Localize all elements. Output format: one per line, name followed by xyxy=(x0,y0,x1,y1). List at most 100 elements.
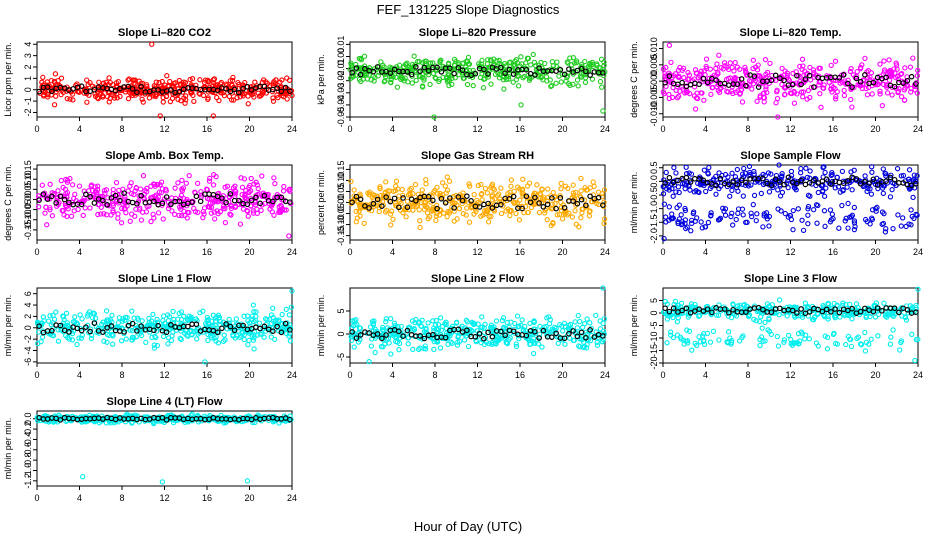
mean-point xyxy=(700,75,707,82)
x-tick-label: 16 xyxy=(202,124,212,134)
data-point xyxy=(695,74,702,81)
x-tick-label: 4 xyxy=(703,370,708,380)
mean-point xyxy=(862,72,868,78)
data-point xyxy=(536,209,543,216)
data-point xyxy=(833,93,839,100)
data-point xyxy=(396,71,402,77)
data-point xyxy=(539,65,545,71)
mean-point xyxy=(455,64,462,71)
data-point xyxy=(601,220,607,227)
mean-point xyxy=(287,199,293,205)
data-point xyxy=(752,64,759,70)
data-point xyxy=(912,87,918,93)
data-point xyxy=(245,213,251,219)
data-point xyxy=(886,77,893,83)
outlier-point xyxy=(775,114,781,120)
data-point xyxy=(554,59,560,65)
x-tick-label: 12 xyxy=(159,493,169,503)
data-point xyxy=(204,186,210,192)
data-point xyxy=(558,79,564,85)
mean-point xyxy=(374,64,381,70)
data-point xyxy=(180,81,187,88)
outlier-point xyxy=(912,357,918,364)
data-point xyxy=(383,179,389,185)
data-point xyxy=(673,87,679,93)
data-point xyxy=(416,207,422,213)
data-point xyxy=(444,174,450,180)
mean-point xyxy=(44,84,51,90)
y-tick-label: -0.04 xyxy=(336,95,346,116)
mean-point xyxy=(751,73,758,80)
y-tick-label: 3 xyxy=(23,53,33,58)
data-point xyxy=(737,91,743,97)
data-point xyxy=(49,213,56,219)
data-point xyxy=(39,182,45,188)
data-point xyxy=(382,73,389,80)
data-point xyxy=(404,198,411,204)
data-point xyxy=(867,77,873,83)
data-point xyxy=(774,333,781,340)
data-point xyxy=(348,178,354,184)
outlier-point xyxy=(149,41,155,47)
data-point xyxy=(58,177,65,184)
data-point xyxy=(815,189,821,196)
data-point xyxy=(408,185,414,192)
data-point xyxy=(785,184,791,191)
x-tick-label: 0 xyxy=(34,124,39,134)
data-point xyxy=(915,67,921,74)
data-point xyxy=(402,75,408,81)
data-point xyxy=(208,210,214,216)
data-point xyxy=(762,319,768,326)
data-point xyxy=(898,223,904,229)
mean-point xyxy=(536,65,542,71)
mean-point xyxy=(587,72,593,78)
data-point xyxy=(890,327,896,333)
data-point xyxy=(910,194,916,201)
data-point xyxy=(513,76,519,83)
data-point xyxy=(95,183,101,189)
data-point xyxy=(807,94,813,101)
data-point xyxy=(701,97,707,103)
mean-point xyxy=(502,70,508,77)
data-point xyxy=(674,332,681,338)
mean-point xyxy=(278,88,285,95)
data-point xyxy=(71,208,77,214)
data-point xyxy=(195,209,201,216)
data-point xyxy=(706,164,712,171)
data-point xyxy=(117,93,123,100)
data-point xyxy=(176,212,182,219)
mean-point xyxy=(755,84,762,90)
data-point xyxy=(762,56,769,63)
data-point xyxy=(258,207,264,213)
mean-point xyxy=(798,306,804,312)
data-point xyxy=(669,94,676,101)
data-point xyxy=(61,212,67,218)
data-point xyxy=(714,61,720,67)
data-point xyxy=(449,75,455,82)
mean-point xyxy=(472,70,479,77)
y-tick-label: -15 xyxy=(649,344,659,357)
data-point xyxy=(423,176,429,183)
mean-point xyxy=(138,83,144,90)
mean-point xyxy=(353,65,360,71)
data-point xyxy=(451,208,457,214)
data-point xyxy=(239,191,245,198)
data-point xyxy=(584,316,590,322)
data-point xyxy=(512,62,518,68)
data-point xyxy=(779,189,786,196)
data-point xyxy=(573,221,579,227)
mean-point xyxy=(768,77,775,84)
y-tick-label: 0.000 xyxy=(649,70,659,93)
data-point xyxy=(53,82,59,88)
data-point xyxy=(118,220,125,226)
data-point xyxy=(139,96,145,102)
data-point xyxy=(241,91,247,97)
data-point xyxy=(390,216,396,222)
y-tick-label: 0 xyxy=(23,87,33,92)
data-point xyxy=(446,210,453,216)
mean-point xyxy=(49,193,55,200)
mean-point xyxy=(391,195,398,202)
data-point xyxy=(120,201,126,207)
data-point xyxy=(361,220,367,227)
